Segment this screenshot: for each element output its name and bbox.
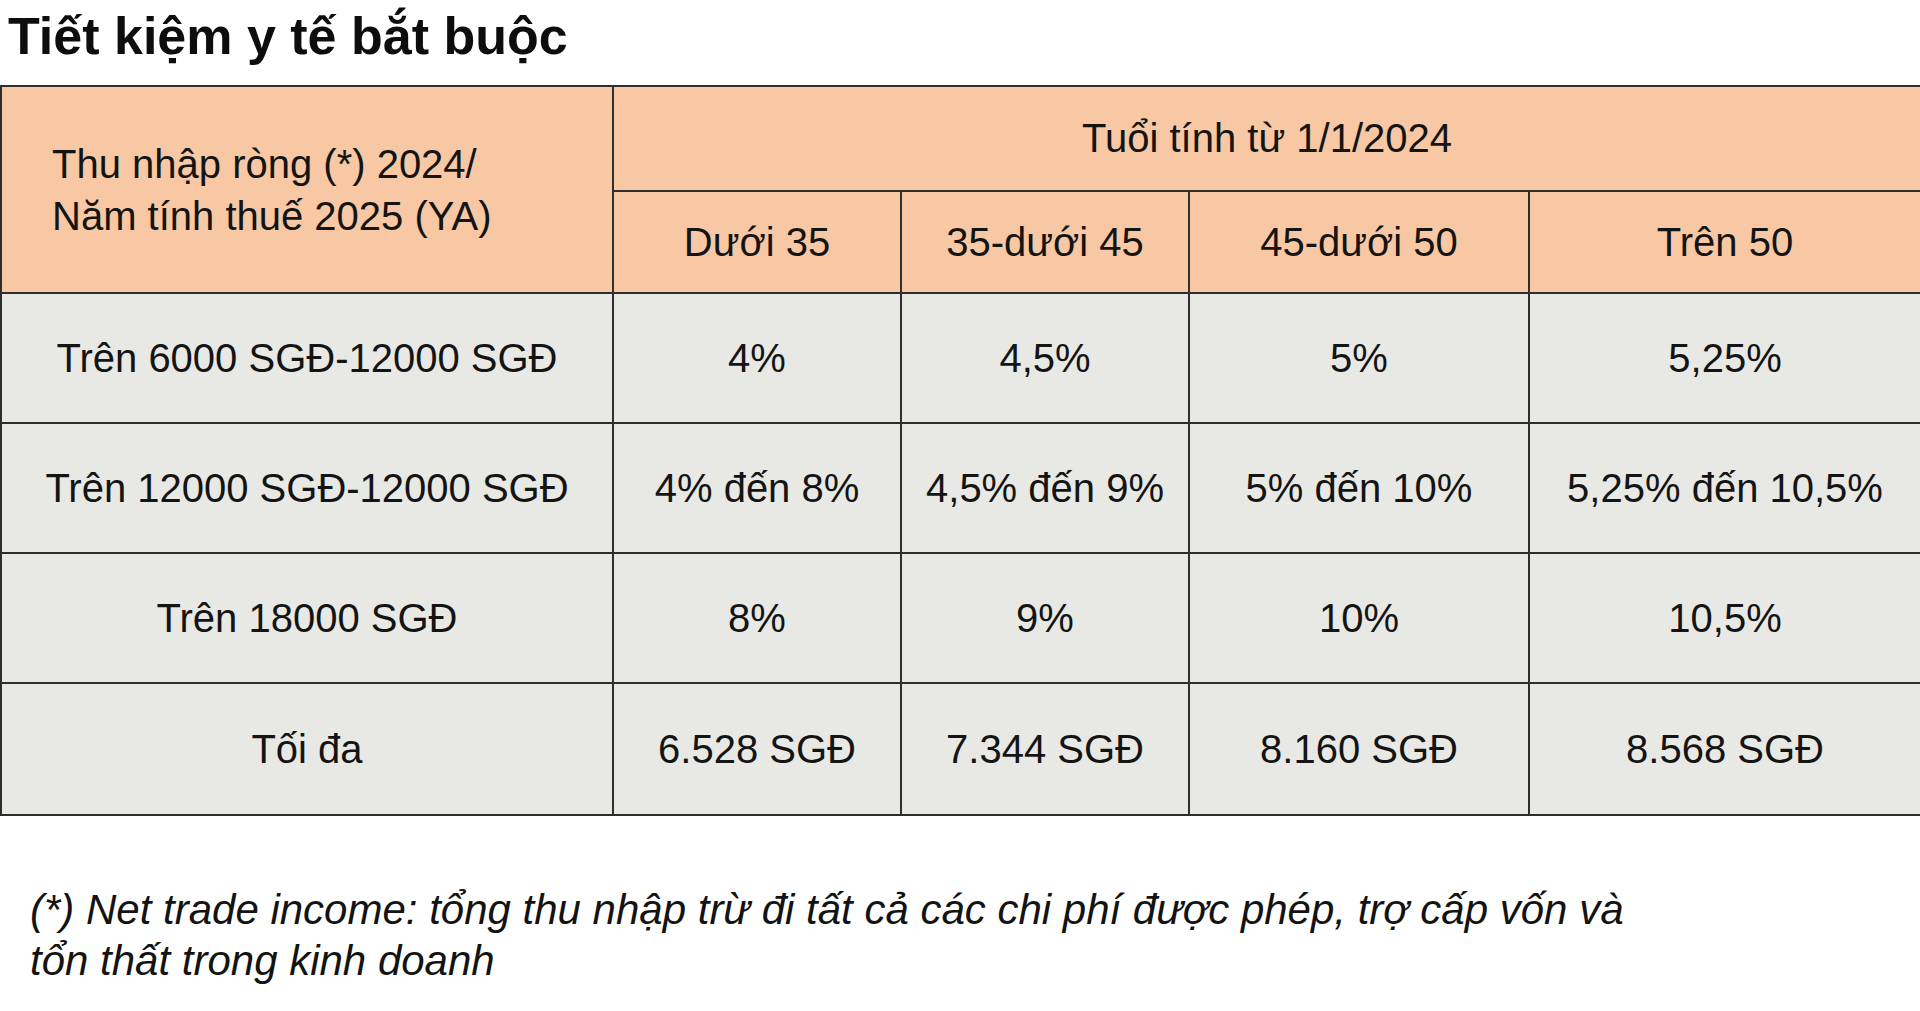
- age-group-header: Tuổi tính từ 1/1/2024: [613, 86, 1920, 191]
- table-cell: 10%: [1189, 553, 1529, 683]
- row-label: Trên 18000 SGĐ: [1, 553, 613, 683]
- age-column-header-45-50: 45-dưới 50: [1189, 191, 1529, 293]
- table-cell: 5,25%: [1529, 293, 1920, 423]
- table-cell: 10,5%: [1529, 553, 1920, 683]
- table-cell: 5%: [1189, 293, 1529, 423]
- table-cell: 4,5%: [901, 293, 1189, 423]
- table-cell: 8.568 SGĐ: [1529, 683, 1920, 815]
- table-cell: 6.528 SGĐ: [613, 683, 901, 815]
- row-label: Tối đa: [1, 683, 613, 815]
- corner-header: Thu nhập ròng (*) 2024/ Năm tính thuế 20…: [1, 86, 613, 293]
- row-label: Trên 6000 SGĐ-12000 SGĐ: [1, 293, 613, 423]
- table-row-income-6000-12000: Trên 6000 SGĐ-12000 SGĐ 4% 4,5% 5% 5,25%: [1, 293, 1920, 423]
- table-cell: 9%: [901, 553, 1189, 683]
- age-column-header-35-45: 35-dưới 45: [901, 191, 1189, 293]
- row-label: Trên 12000 SGĐ-12000 SGĐ: [1, 423, 613, 553]
- table-cell: 7.344 SGĐ: [901, 683, 1189, 815]
- table-row-income-12000: Trên 12000 SGĐ-12000 SGĐ 4% đến 8% 4,5% …: [1, 423, 1920, 553]
- footnote-line1: (*) Net trade income: tổng thu nhập trừ …: [30, 884, 1850, 935]
- table-cell: 5,25% đến 10,5%: [1529, 423, 1920, 553]
- age-column-header-under-35: Dưới 35: [613, 191, 901, 293]
- corner-header-line2: Năm tính thuế 2025 (YA): [52, 190, 606, 242]
- table-cell: 8.160 SGĐ: [1189, 683, 1529, 815]
- header-row-top: Thu nhập ròng (*) 2024/ Năm tính thuế 20…: [1, 86, 1920, 191]
- medisave-table: Thu nhập ròng (*) 2024/ Năm tính thuế 20…: [0, 85, 1920, 816]
- table-cell: 4%: [613, 293, 901, 423]
- footnote-line2: tổn thất trong kinh doanh: [30, 935, 1850, 986]
- table-row-maximum: Tối đa 6.528 SGĐ 7.344 SGĐ 8.160 SGĐ 8.5…: [1, 683, 1920, 815]
- table-cell: 4,5% đến 9%: [901, 423, 1189, 553]
- table-cell: 5% đến 10%: [1189, 423, 1529, 553]
- page-title: Tiết kiệm y tế bắt buộc: [0, 0, 1920, 85]
- corner-header-line1: Thu nhập ròng (*) 2024/: [52, 138, 606, 190]
- page: Tiết kiệm y tế bắt buộc Thu nhập ròng (*…: [0, 0, 1920, 1011]
- table-cell: 8%: [613, 553, 901, 683]
- table-row-income-18000: Trên 18000 SGĐ 8% 9% 10% 10,5%: [1, 553, 1920, 683]
- footnote: (*) Net trade income: tổng thu nhập trừ …: [30, 884, 1850, 986]
- age-column-header-over-50: Trên 50: [1529, 191, 1920, 293]
- table-cell: 4% đến 8%: [613, 423, 901, 553]
